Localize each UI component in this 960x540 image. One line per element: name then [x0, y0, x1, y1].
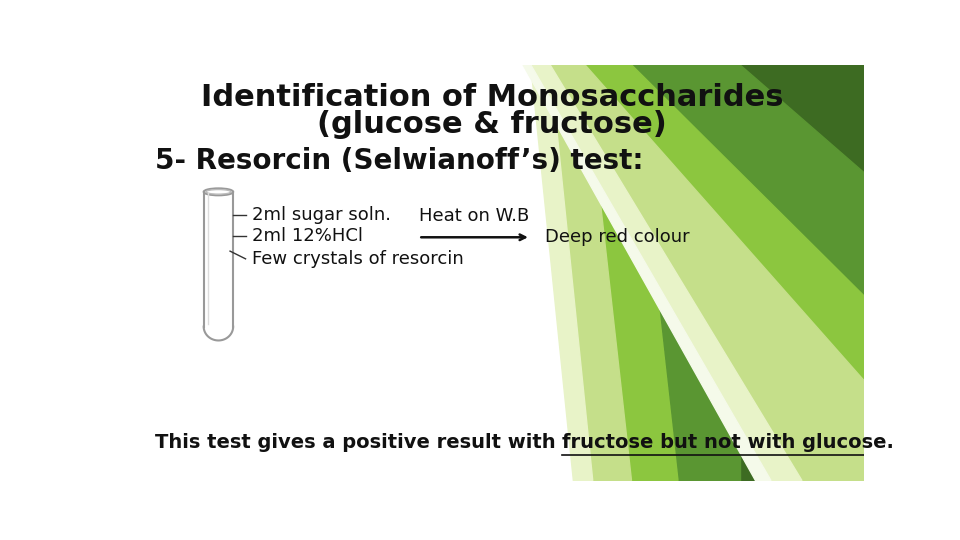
Text: Heat on W.B: Heat on W.B	[420, 207, 530, 225]
Ellipse shape	[204, 188, 233, 195]
Polygon shape	[204, 327, 233, 340]
Polygon shape	[523, 65, 771, 481]
Polygon shape	[585, 65, 678, 481]
Ellipse shape	[206, 190, 230, 194]
Text: 2ml sugar soln.: 2ml sugar soln.	[252, 206, 391, 224]
Polygon shape	[204, 192, 233, 327]
Polygon shape	[531, 65, 592, 481]
Text: fructose but not with glucose.: fructose but not with glucose.	[563, 433, 894, 451]
Polygon shape	[585, 65, 864, 381]
Text: (glucose & fructose): (glucose & fructose)	[317, 110, 667, 139]
Polygon shape	[531, 65, 802, 481]
Polygon shape	[632, 65, 740, 481]
Text: 2ml 12%HCl: 2ml 12%HCl	[252, 227, 363, 245]
Text: Few crystals of resorcin: Few crystals of resorcin	[252, 250, 464, 268]
Text: 5- Resorcin (Selwianoff’s) test:: 5- Resorcin (Selwianoff’s) test:	[155, 147, 643, 175]
Polygon shape	[740, 65, 864, 173]
Polygon shape	[550, 65, 864, 481]
Polygon shape	[740, 65, 864, 481]
Polygon shape	[632, 65, 864, 296]
Polygon shape	[550, 65, 632, 481]
Text: Deep red colour: Deep red colour	[544, 228, 689, 246]
Text: Identification of Monosaccharides: Identification of Monosaccharides	[201, 83, 783, 112]
Text: This test gives a positive result with: This test gives a positive result with	[155, 433, 563, 451]
